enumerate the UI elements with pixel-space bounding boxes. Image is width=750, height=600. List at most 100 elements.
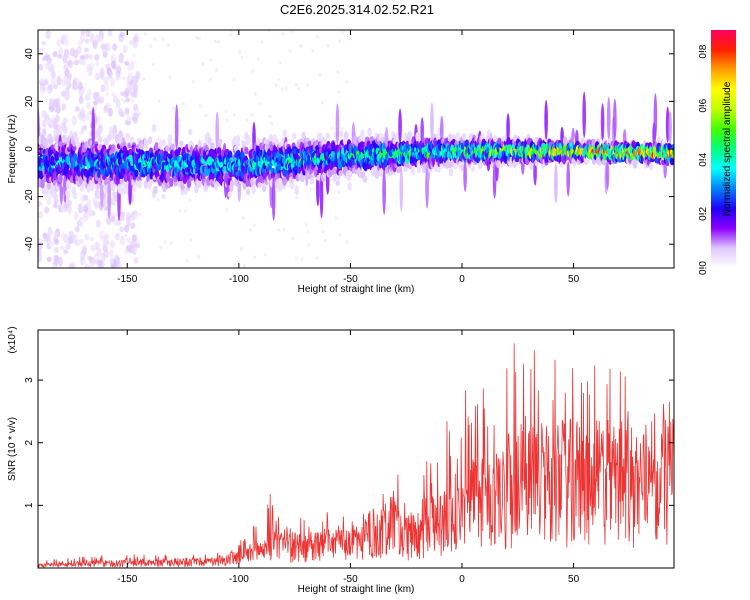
- heatmap-cell: [99, 70, 105, 80]
- heatmap-cell: [56, 39, 62, 47]
- heatmap-cell: [85, 112, 91, 121]
- heatmap-cell: [189, 238, 193, 242]
- x-tick-label: -100: [229, 574, 249, 585]
- y-tick-label: 20: [24, 95, 35, 107]
- heatmap-cell: [309, 177, 315, 185]
- heatmap-cell: [38, 238, 43, 244]
- heatmap-cell: [232, 77, 236, 82]
- heatmap-cell: [133, 103, 139, 112]
- heatmap-cell: [276, 77, 280, 82]
- x-tick-label: 50: [568, 574, 580, 585]
- heatmap-cell: [134, 169, 139, 177]
- heatmap-cell: [114, 133, 120, 144]
- heatmap-cell: [340, 30, 344, 35]
- heatmap-cell: [339, 130, 344, 138]
- heatmap-cell: [54, 238, 60, 245]
- heatmap-cell: [142, 77, 146, 81]
- heatmap-cell: [280, 87, 284, 91]
- heatmap-cell: [39, 170, 44, 180]
- heatmap-cell: [215, 68, 219, 73]
- heatmap-cell: [241, 216, 245, 220]
- heatmap-cell: [198, 104, 202, 108]
- heatmap-cell: [455, 131, 461, 142]
- heatmap-cell: [71, 115, 77, 126]
- heatmap-cell: [232, 113, 236, 117]
- heatmap-cell: [74, 225, 80, 233]
- colorbar-gradient: [711, 30, 736, 268]
- heatmap-cell: [87, 255, 93, 261]
- heatmap-cell: [181, 102, 185, 106]
- heatmap-cell: [122, 44, 128, 54]
- heatmap-cell: [338, 170, 343, 177]
- heatmap-cell: [335, 103, 340, 145]
- heatmap-cell: [130, 222, 136, 230]
- heatmap-cell: [277, 228, 281, 232]
- heatmap-cell: [53, 247, 59, 254]
- heatmap-cell: [119, 235, 125, 246]
- heatmap-cell: [290, 183, 295, 189]
- heatmap-cell: [440, 115, 444, 144]
- heatmap-cell: [225, 208, 229, 212]
- heatmap-cell: [94, 91, 100, 102]
- heatmap-cell: [57, 54, 63, 60]
- heatmap-cell: [59, 245, 65, 251]
- heatmap-cell: [119, 226, 125, 233]
- heatmap-cell: [81, 247, 87, 256]
- heatmap-cell: [107, 69, 113, 79]
- spectrogram-heatmap: [38, 30, 674, 268]
- heatmap-cell: [61, 103, 67, 111]
- heatmap-cell: [153, 37, 157, 42]
- heatmap-cell: [135, 70, 141, 80]
- heatmap-cell: [65, 242, 71, 250]
- heatmap-cell: [124, 224, 130, 233]
- heatmap-cell: [306, 230, 310, 234]
- heatmap-cell: [179, 140, 184, 148]
- chart-title: C2E6.2025.314.02.52.R21: [280, 2, 434, 17]
- heatmap-cell: [94, 60, 100, 67]
- heatmap-cell: [133, 118, 139, 124]
- heatmap-cell: [300, 257, 304, 261]
- heatmap-cell: [91, 258, 97, 265]
- heatmap-cell: [648, 162, 654, 171]
- heatmap-cell: [142, 135, 146, 140]
- heatmap-cell: [143, 138, 149, 148]
- heatmap-cell: [197, 180, 202, 188]
- heatmap-cell: [327, 168, 333, 178]
- heatmap-cell: [477, 161, 483, 170]
- colorbar-tick-label: 0.2: [698, 207, 709, 221]
- heatmap-cell: [124, 107, 130, 115]
- heatmap-cell: [278, 61, 282, 65]
- heatmap-cell: [105, 92, 109, 96]
- heatmap-cell: [73, 211, 79, 220]
- heatmap-cell: [138, 111, 142, 116]
- heatmap-cell: [54, 255, 60, 266]
- heatmap-cell: [63, 249, 69, 255]
- heatmap-cell: [134, 33, 138, 37]
- heatmap-cell: [653, 93, 658, 140]
- heatmap-cell: [582, 91, 586, 138]
- heatmap-cell: [78, 207, 84, 213]
- heatmap-cell: [73, 49, 79, 59]
- heatmap-cell: [382, 168, 386, 215]
- heatmap-cell: [126, 237, 132, 243]
- heatmap-cell: [46, 256, 52, 263]
- heatmap-cell: [106, 134, 112, 141]
- heatmap-cell: [183, 209, 187, 213]
- heatmap-cell: [42, 119, 47, 128]
- heatmap-cell: [71, 186, 76, 195]
- heatmap-cell: [80, 54, 86, 60]
- heatmap-cell: [136, 239, 140, 244]
- heatmap-cell: [295, 83, 299, 87]
- heatmap-cell: [48, 138, 54, 145]
- heatmap-cell: [132, 38, 138, 49]
- snr-y-label: SNR (10 * v/v): [7, 417, 18, 481]
- heatmap-cell: [60, 122, 66, 128]
- heatmap-cell: [245, 188, 251, 196]
- heatmap-cell: [65, 80, 71, 86]
- snr-y-ticks: 1 2 3: [24, 377, 674, 508]
- heatmap-cell: [48, 123, 54, 129]
- heatmap-cell: [461, 132, 467, 141]
- heatmap-cell: [84, 38, 90, 44]
- heatmap-cell: [127, 64, 133, 72]
- heatmap-cell: [137, 179, 142, 189]
